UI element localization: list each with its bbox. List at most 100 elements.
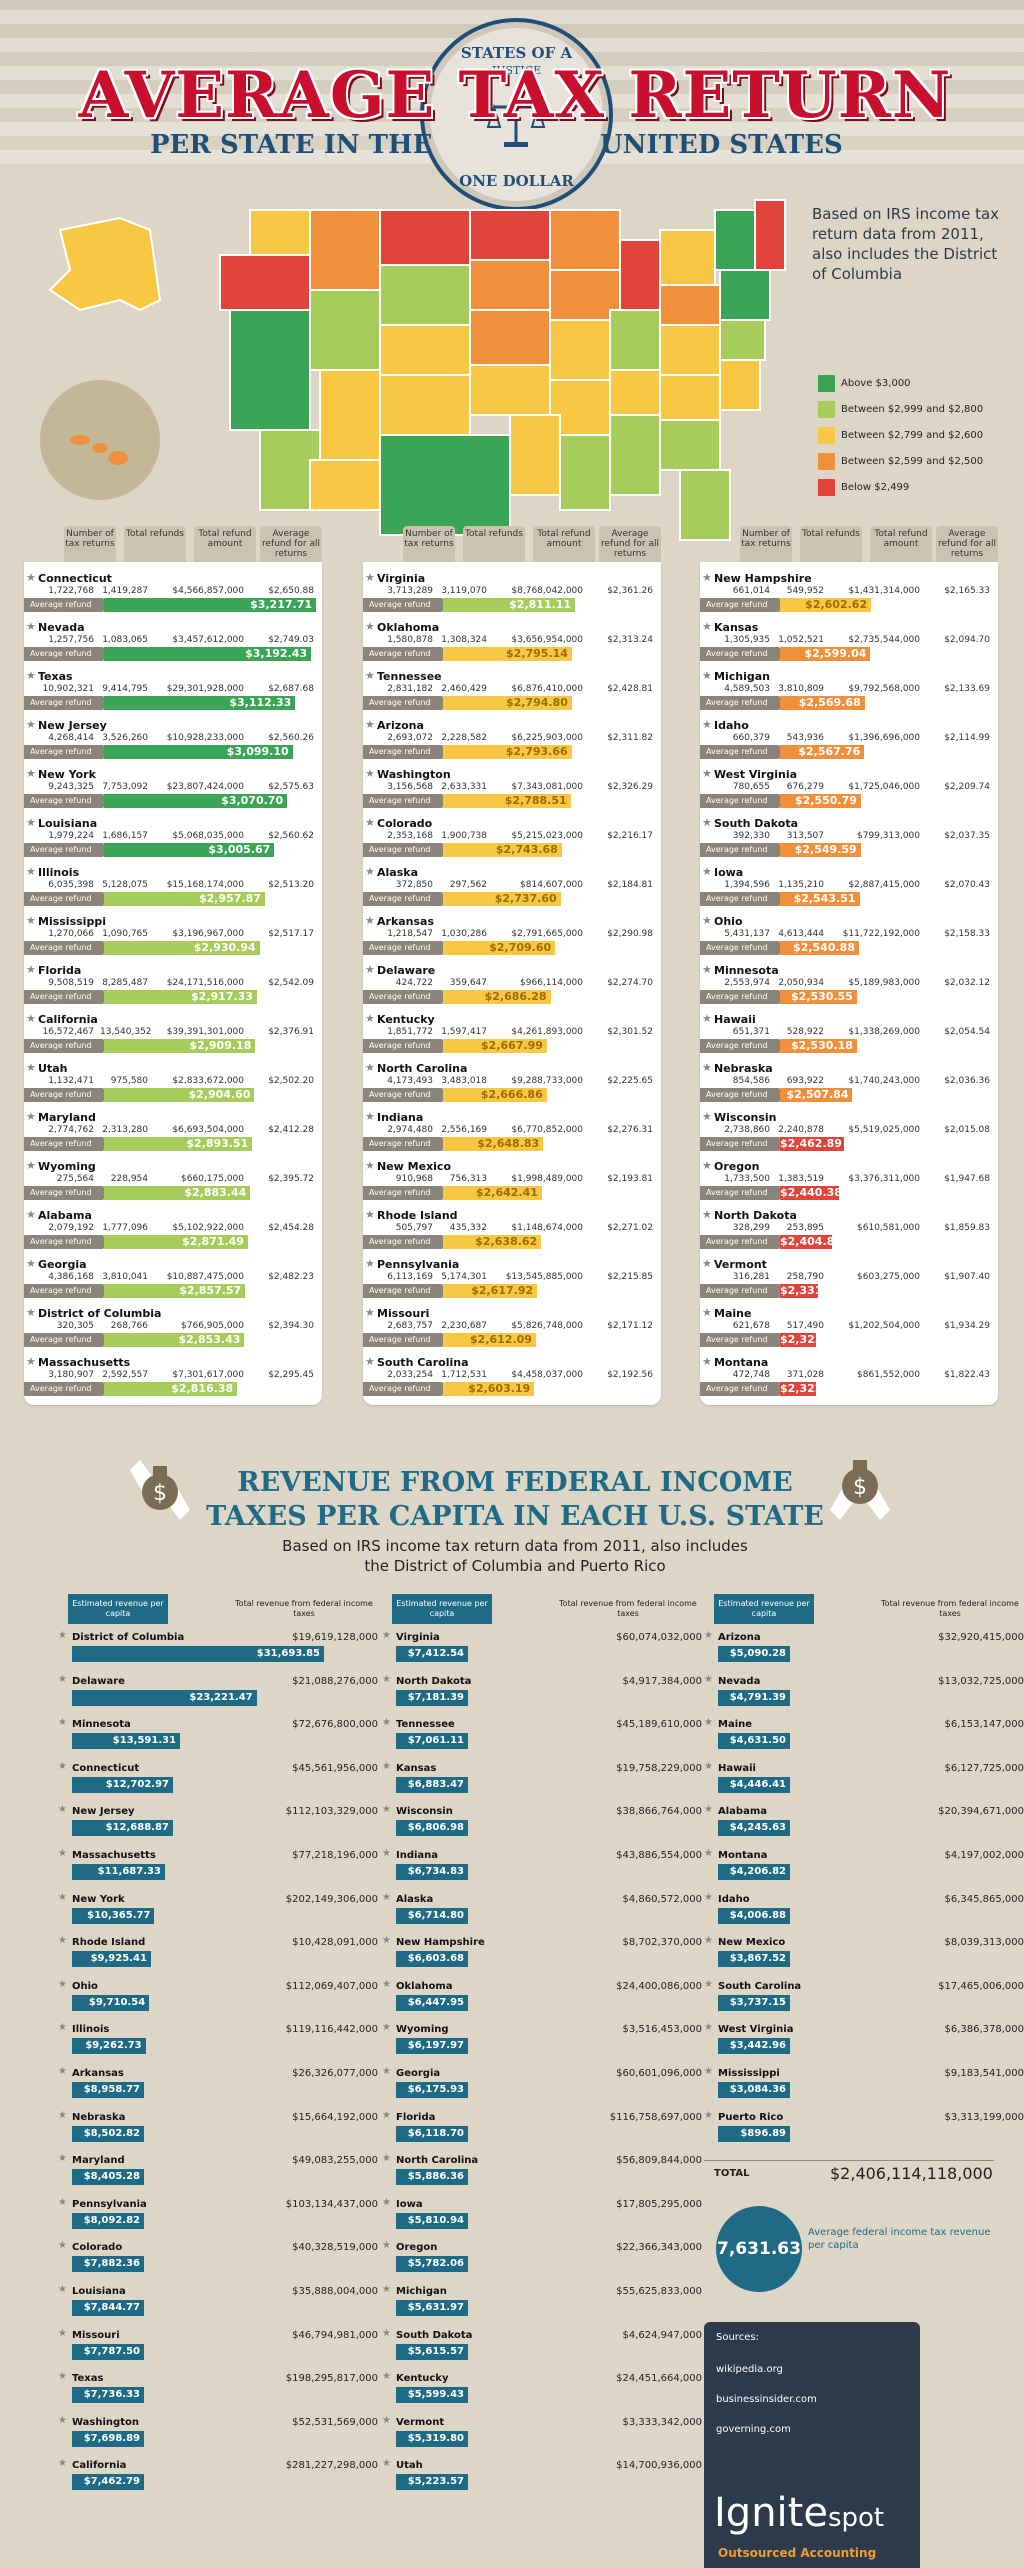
average-refund-bar: $2,602.62	[780, 598, 872, 612]
average-refund-bar: $2,883.44	[104, 1186, 251, 1200]
state-row: ★ Nevada 1,257,756 1,083,065 $3,457,612,000 $…	[24, 615, 322, 664]
per-capita-bar: $5,319.80	[396, 2430, 468, 2447]
star-icon: ★	[26, 1208, 36, 1221]
state-value: 2,460,429	[441, 684, 487, 694]
state-value: $2,412.28	[268, 1125, 314, 1135]
per-capita-bar: $9,710.54	[72, 1994, 150, 2011]
state-name: Alabama	[38, 1209, 92, 1222]
state-name: Kansas	[396, 1762, 437, 1774]
star-icon: ★	[365, 1355, 375, 1368]
state-value: $24,171,516,000	[166, 978, 244, 988]
logo-tagline: Outsourced Accounting	[718, 2546, 877, 2560]
page-subtitle-left: PER STATE IN THE	[150, 130, 433, 160]
total-revenue: $21,088,276,000	[292, 1675, 378, 1687]
star-icon: ★	[365, 963, 375, 976]
legend-label: Below $2,499	[841, 482, 910, 493]
total-revenue: $17,805,295,000	[616, 2198, 702, 2210]
star-icon: ★	[26, 1306, 36, 1319]
state-name: Massachusetts	[72, 1849, 156, 1861]
column-headers: Number of tax returns Total refunds Total …	[363, 522, 661, 562]
per-capita-bar: $4,006.88	[718, 1907, 790, 1924]
revenue-headers: Estimated revenue per capita Total revenu…	[392, 1594, 702, 1628]
legend-swatch	[818, 427, 835, 444]
state-value: 1,257,756	[48, 635, 94, 645]
state-value: 6,035,398	[48, 880, 94, 890]
per-capita-bar: $3,442.96	[718, 2038, 790, 2055]
state-value: 313,507	[786, 831, 824, 841]
state-row: ★ South Dakota 392,330 313,507 $799,313,000 $…	[700, 811, 998, 860]
state-row: ★ Maine 621,678 517,490 $1,202,504,000 $1,934…	[700, 1301, 998, 1350]
state-row: ★ Oregon 1,733,500 1,383,519 $3,376,311,000 $…	[700, 1154, 998, 1203]
seal-bottom-text: ONE DOLLAR	[459, 172, 574, 190]
state-value: 316,281	[732, 1272, 770, 1282]
state-value: $814,607,000	[520, 880, 583, 890]
total-revenue: $6,153,147,000	[944, 1719, 1024, 1731]
revenue-row: ★ Virginia $60,074,032,000 $7,412.54	[382, 1628, 702, 1672]
state-value: $766,905,000	[181, 1321, 244, 1331]
state-row: ★ Missouri 2,683,757 2,230,687 $5,826,748,00…	[363, 1301, 661, 1350]
average-refund-label: Average refund	[363, 647, 443, 661]
state-value: $5,519,025,000	[848, 1125, 920, 1135]
average-refund-bar: $2,893.51	[104, 1137, 253, 1151]
star-icon: ★	[704, 1717, 713, 1729]
total-revenue: $22,366,343,000	[616, 2242, 702, 2254]
state-value: $1,859.83	[944, 1223, 990, 1233]
average-refund-label: Average refund	[363, 794, 443, 808]
state-row: ★ North Carolina 4,173,493 3,483,018 $9,288,…	[363, 1056, 661, 1105]
state-name: South Dakota	[714, 817, 799, 830]
state-value: 3,810,041	[102, 1272, 148, 1282]
average-refund-bar: $2,795.14	[443, 647, 572, 661]
revenue-row: ★ Georgia $60,601,096,000 $6,175.93	[382, 2064, 702, 2108]
average-refund-bar: $2,638.62	[443, 1235, 542, 1249]
star-icon: ★	[365, 914, 375, 927]
star-icon: ★	[365, 1257, 375, 1270]
star-icon: ★	[26, 963, 36, 976]
state-row: ★ Washington 3,156,568 2,633,331 $7,343,081,…	[363, 762, 661, 811]
state-name: Maryland	[38, 1111, 96, 1124]
average-refund-label: Average refund	[363, 843, 443, 857]
column-header: Total refunds	[124, 526, 186, 562]
source-link[interactable]: businessinsider.com	[716, 2394, 817, 2405]
state-value: 2,228,582	[441, 733, 487, 743]
source-link[interactable]: wikipedia.org	[716, 2364, 783, 2375]
star-icon: ★	[382, 2327, 391, 2339]
total-revenue: $60,601,096,000	[616, 2067, 702, 2079]
state-value: $1,934.29	[944, 1321, 990, 1331]
state-value: 4,589,503	[724, 684, 770, 694]
per-capita-bar: $9,925.41	[72, 1951, 151, 1968]
revenue-row: ★ New York $202,149,306,000 $10,365.77	[58, 1890, 378, 1934]
total-revenue: $60,074,032,000	[616, 1632, 702, 1643]
state-value: 2,592,557	[102, 1370, 148, 1380]
state-value: $1,907.40	[944, 1272, 990, 1282]
per-capita-bar: $6,175.93	[396, 2081, 468, 2098]
state-value: $2,687.68	[268, 684, 314, 694]
revenue-header-total: Total revenue from federal income taxes	[559, 1599, 697, 1618]
state-value: $10,887,475,000	[166, 1272, 244, 1282]
state-value: 1,419,287	[102, 586, 148, 596]
state-value: 676,279	[786, 782, 824, 792]
total-revenue: $32,920,415,000	[938, 1632, 1024, 1643]
state-row: ★ Kentucky 1,851,772 1,597,417 $4,261,893,00…	[363, 1007, 661, 1056]
total-revenue: $72,676,800,000	[292, 1719, 378, 1731]
star-icon: ★	[58, 2283, 67, 2295]
state-value: $2,394.30	[268, 1321, 314, 1331]
average-refund-bar: $2,331.14	[780, 1284, 842, 1298]
revenue-row: ★ Wyoming $3,516,453,000 $6,197.97	[382, 2020, 702, 2064]
total-revenue: $35,888,004,000	[292, 2285, 378, 2297]
average-refund-bar: $3,217.71	[104, 598, 316, 612]
star-icon: ★	[26, 1110, 36, 1123]
state-name: Pennsylvania	[72, 2198, 147, 2210]
average-refund-label: Average refund	[24, 647, 104, 661]
panel-body: ★ Virginia 3,713,289 3,119,070 $8,768,042,00…	[363, 562, 661, 1405]
state-row: ★ Pennsylvania 6,113,169 5,174,301 $13,545,8…	[363, 1252, 661, 1301]
average-refund-label: Average refund	[700, 1235, 780, 1249]
column-header: Total refunds	[800, 526, 862, 562]
state-value: $2,114.99	[944, 733, 990, 743]
state-value: 4,386,168	[48, 1272, 94, 1282]
per-capita-bar: $5,090.28	[718, 1646, 790, 1662]
state-name: Nebraska	[714, 1062, 773, 1075]
average-refund-bar: $2,917.33	[104, 990, 257, 1004]
average-refund-label: Average refund	[700, 892, 780, 906]
star-icon: ★	[58, 2240, 67, 2252]
source-link[interactable]: governing.com	[716, 2424, 791, 2435]
